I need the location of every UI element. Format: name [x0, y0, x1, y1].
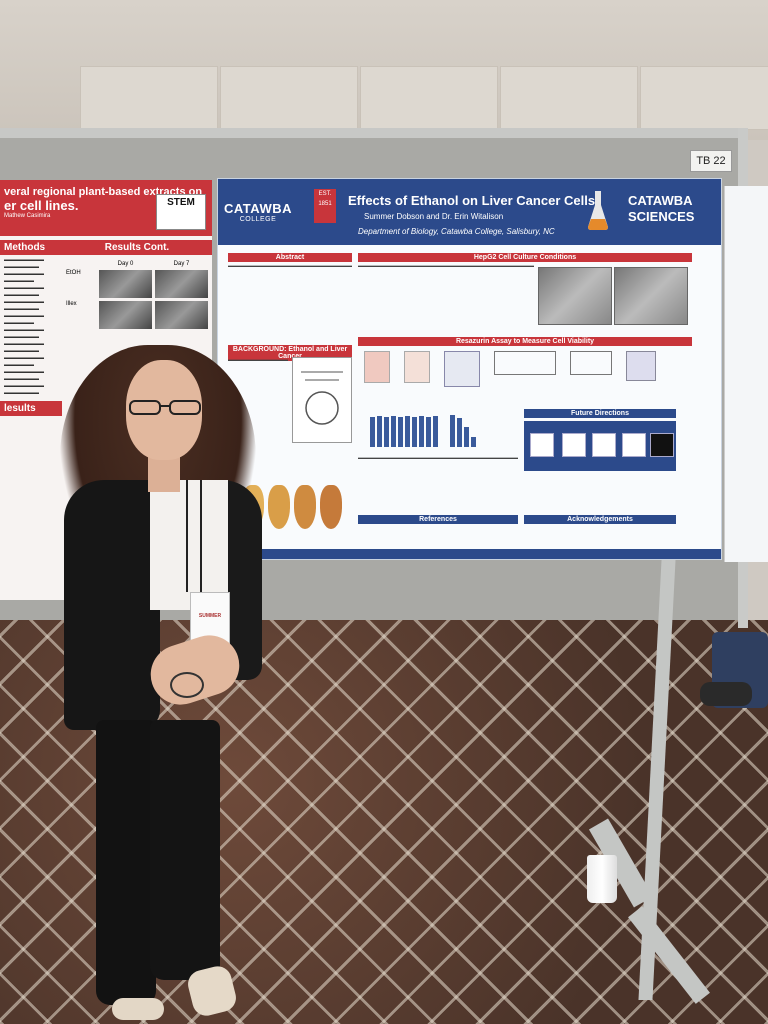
bar [391, 416, 396, 447]
booth-tag: TB 22 [690, 150, 732, 172]
section-acknowledgements: Acknowledgements [524, 515, 676, 524]
section-methods: Methods [0, 240, 62, 255]
section-results: lesults [0, 401, 62, 416]
right-poster-edge [724, 186, 768, 562]
wall-panel [360, 66, 498, 130]
presenter-face [126, 360, 202, 460]
molecule-icon [570, 351, 612, 375]
day7-label: Day 7 [173, 261, 190, 267]
flask-icon [588, 191, 608, 230]
wall-panel [220, 66, 358, 130]
results-text: ▬▬▬▬▬▬▬▬▬▬▬▬▬▬▬▬▬▬▬▬▬▬▬▬▬▬▬▬▬▬▬▬▬▬▬▬▬▬▬▬… [358, 455, 518, 460]
micrograph [614, 267, 688, 325]
bar [433, 416, 438, 447]
bar [450, 415, 455, 447]
bar [426, 417, 431, 447]
college-seal: EST. 1851 [314, 189, 336, 223]
wall-panel [80, 66, 218, 130]
bar-chart [450, 413, 476, 447]
lanyard [186, 480, 202, 592]
tattoo [170, 672, 204, 698]
future-directions-figure [524, 421, 676, 471]
wall-panel [640, 66, 768, 130]
bar [384, 417, 389, 447]
section-results-cont: Results Cont. [62, 240, 212, 255]
bar [398, 417, 403, 447]
presenter-shirt [150, 480, 228, 610]
poster-department: Department of Biology, Catawba College, … [358, 227, 555, 236]
wall [0, 0, 768, 140]
metabolism-figure [292, 357, 352, 443]
micrograph [99, 301, 152, 329]
step-icon [622, 433, 646, 457]
methods-text: ▬▬▬▬▬▬▬▬ ▬▬▬▬▬▬▬ ▬▬▬▬▬▬▬▬ ▬▬▬▬▬▬ ▬▬▬▬▬▬▬▬ ▬▬▬… [4, 257, 44, 396]
presenter-pants [96, 720, 156, 1005]
section-future: Future Directions [524, 409, 676, 418]
section-hepg2: HepG2 Cell Culture Conditions [358, 253, 692, 262]
presenter-sandal [112, 998, 164, 1020]
presenter-pants [150, 720, 220, 980]
badge-name: SUMMER [198, 613, 222, 619]
bar [419, 416, 424, 447]
bar [370, 417, 375, 447]
micrograph [155, 270, 208, 298]
micrograph [538, 267, 612, 325]
bar [405, 416, 410, 447]
background-text: ▬▬▬▬▬▬▬▬▬▬▬▬▬▬▬▬▬▬▬▬▬▬▬▬▬▬▬▬▬▬▬▬▬▬▬▬▬▬▬▬… [228, 357, 288, 362]
logo-right-line1: CATAWBA [628, 193, 693, 208]
row-label-ilex: Illex [66, 301, 77, 307]
main-poster: CATAWBA COLLEGE EST. 1851 Effects of Eth… [217, 178, 722, 560]
liver-icon [294, 485, 316, 529]
hepg2-text: ▬▬▬▬▬▬▬▬▬▬▬▬▬▬▬▬▬▬▬▬▬▬▬▬▬▬▬▬▬▬▬▬▬▬▬▬▬▬▬▬… [358, 263, 534, 268]
glasses-icon [129, 400, 201, 415]
logo-left-text: CATAWBA [224, 201, 293, 216]
bar [377, 416, 382, 447]
results-image-grid: Day 0 Day 7 EtOH Illex [62, 257, 212, 333]
left-poster-title: veral regional plant-based extracts on [4, 186, 203, 198]
plate-icon [404, 351, 430, 383]
plate-icon [364, 351, 390, 383]
bar-chart [370, 413, 438, 447]
reader-icon [444, 351, 480, 387]
molecule-icon [494, 351, 556, 375]
logo-right-line2: SCIENCES [628, 209, 695, 224]
bar [412, 417, 417, 447]
main-poster-header: CATAWBA COLLEGE EST. 1851 Effects of Eth… [218, 179, 721, 245]
poster-footer [218, 549, 721, 559]
step-icon [650, 433, 674, 457]
bar [464, 427, 469, 447]
background-person-shoe [700, 682, 752, 706]
bar [457, 418, 462, 447]
logo-left-sub: COLLEGE [239, 216, 277, 223]
liver-icon [268, 485, 290, 529]
pathway-diagram [301, 371, 343, 425]
left-poster-header: veral regional plant-based extracts on e… [0, 180, 212, 236]
step-icon [530, 433, 554, 457]
abstract-text: ▬▬▬▬▬▬▬▬▬▬▬▬▬▬▬▬▬▬▬▬▬▬▬▬▬▬▬▬▬▬▬▬▬▬▬▬▬▬▬▬… [228, 263, 352, 268]
presenter-jacket [64, 480, 160, 730]
section-abstract: Abstract [228, 253, 352, 262]
left-poster-title-2: er cell lines. [4, 198, 79, 213]
row-label-etoh: EtOH [66, 270, 81, 276]
reader-icon [626, 351, 656, 381]
catawba-college-logo: CATAWBA COLLEGE [224, 201, 292, 223]
section-resazurin: Resazurin Assay to Measure Cell Viabilit… [358, 337, 692, 346]
step-icon [592, 433, 616, 457]
micrograph [99, 270, 152, 298]
poster-authors: Summer Dobson and Dr. Erin Witalison [364, 212, 504, 221]
stem-badge: STEM [156, 194, 206, 230]
section-references: References [358, 515, 518, 524]
poster-title: Effects of Ethanol on Liver Cancer Cells [348, 193, 596, 208]
wall-panel [500, 66, 638, 130]
bar [471, 437, 476, 447]
catawba-sciences-logo: CATAWBA SCIENCES [628, 193, 694, 225]
day0-label: Day 0 [117, 261, 134, 267]
left-poster-author: Mathew Casimira [4, 213, 51, 219]
step-icon [562, 433, 586, 457]
coffee-cup [587, 855, 617, 903]
liver-icon [320, 485, 342, 529]
micrograph [155, 301, 208, 329]
assay-workflow [364, 351, 664, 397]
